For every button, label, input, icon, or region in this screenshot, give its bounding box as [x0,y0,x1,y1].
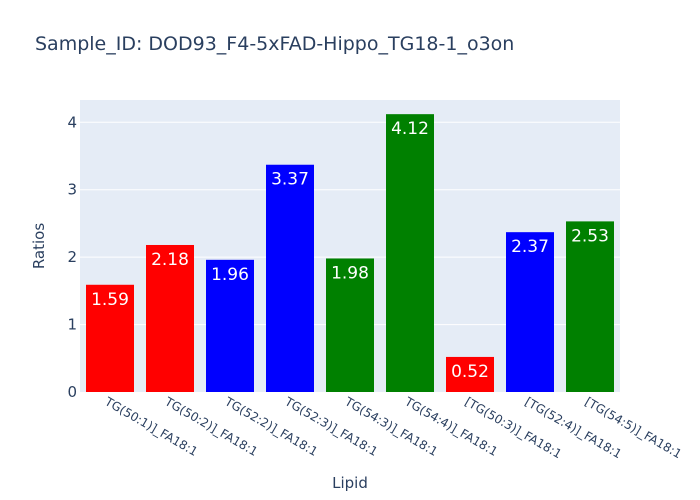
bar-value-label: 4.12 [391,119,429,139]
x-axis-ticks: TG(50:1)]_FA18:1TG(50:2)]_FA18:1TG(52:2)… [102,394,684,461]
bar-value-label: 1.96 [211,265,249,285]
y-tick-label: 0 [67,383,77,401]
bar-value-label: 2.53 [571,226,609,246]
bar [266,164,314,392]
x-tick-label: [TG(50:3)]_FA18:1 [463,394,565,461]
bar-value-label: 1.59 [91,290,129,310]
bar-value-label: 3.37 [271,170,309,190]
bar-value-label: 2.37 [511,237,549,257]
bar-value-label: 2.18 [151,250,189,270]
x-tick-label: [TG(54:5)]_FA18:1 [583,394,685,461]
bar-value-labels: 1.59 2.18 1.96 3.37 1.98 4.12 0.52 2.37 2.53 [91,119,609,382]
y-tick-label: 4 [67,113,77,131]
y-tick-label: 3 [67,181,77,199]
y-tick-label: 1 [67,316,77,334]
x-tick-label: [TG(52:4)]_FA18:1 [523,394,625,461]
bar-value-label: 1.98 [331,263,369,283]
bar-value-label: 0.52 [451,362,489,382]
y-axis-title: Ratios [30,223,48,270]
bar [206,259,254,392]
y-tick-label: 2 [67,248,77,266]
bar [146,244,194,392]
bar [326,258,374,392]
x-axis-title: Lipid [332,474,368,492]
chart-title: Sample_ID: DOD93_F4-5xFAD-Hippo_TG18-1_o… [35,33,514,55]
bar [506,232,554,392]
bar [386,114,434,393]
bars [86,114,614,393]
bar [446,356,494,392]
bar [86,284,134,392]
y-axis-ticks: 0 1 2 3 4 [67,113,77,401]
bar [566,221,614,392]
